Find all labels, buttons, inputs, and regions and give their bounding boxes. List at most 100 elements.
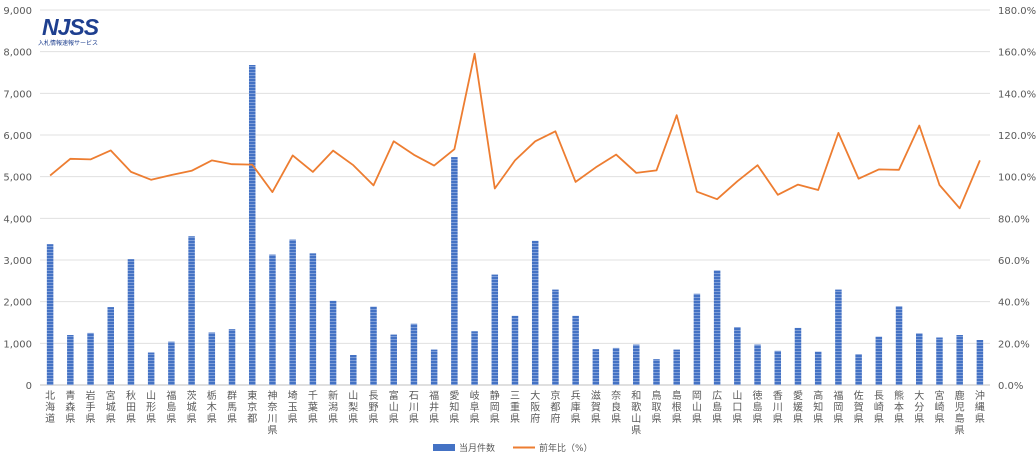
- x-tick-label: 熊本県: [894, 389, 904, 425]
- y-left-tick-label: 2,000: [3, 298, 32, 309]
- x-tick-label: 大分県: [914, 389, 924, 425]
- bar: [370, 306, 377, 385]
- bar: [390, 334, 397, 385]
- x-tick-label: 長野県: [369, 390, 379, 425]
- bar-series: [46, 65, 984, 385]
- y-left-tick-label: 1,000: [3, 339, 32, 350]
- y-left-tick-label: 8,000: [3, 48, 32, 59]
- y-right-tick-label: 120.0%: [998, 131, 1036, 142]
- x-tick-label: 愛媛県: [793, 389, 803, 425]
- x-tick-label: 岩手県: [86, 389, 96, 425]
- logo-text: NJSS: [42, 14, 99, 40]
- y-left-tick-label: 3,000: [3, 256, 32, 267]
- bar: [46, 244, 54, 385]
- bar: [329, 300, 337, 385]
- legend-line-label: 前年比（%）: [539, 442, 593, 454]
- bar: [127, 259, 135, 385]
- x-tick-label: 長崎県: [874, 390, 884, 425]
- y-left-tick-label: 7,000: [3, 89, 32, 100]
- bar: [471, 331, 478, 385]
- bar: [350, 355, 357, 385]
- x-tick-label: 東京都: [247, 389, 257, 425]
- x-tick-label: 鹿児島県: [955, 389, 965, 437]
- bar: [269, 254, 276, 385]
- y-right-tick-label: 140.0%: [998, 89, 1036, 100]
- bar: [956, 335, 963, 385]
- bar: [410, 323, 418, 385]
- bar: [592, 349, 600, 385]
- x-tick-label: 秋田県: [126, 389, 136, 425]
- legend: 当月件数 前年比（%）: [433, 442, 593, 454]
- gridlines: [40, 9, 990, 386]
- bar: [228, 329, 236, 385]
- bar: [531, 240, 539, 385]
- bar: [754, 344, 761, 385]
- brand-logo: NJSS 入札情報速報サービス: [38, 14, 118, 52]
- x-tick-label: 高知県: [813, 389, 823, 425]
- bar: [895, 306, 903, 385]
- bar: [734, 327, 741, 385]
- bar: [693, 293, 701, 385]
- x-tick-label: 静岡県: [490, 389, 500, 425]
- bar: [653, 359, 660, 385]
- bar: [208, 332, 216, 385]
- bar: [248, 65, 256, 385]
- bar: [774, 350, 782, 385]
- x-tick-label: 石川県: [409, 391, 419, 425]
- bar: [289, 239, 296, 385]
- bar: [916, 333, 923, 385]
- bar: [107, 307, 114, 385]
- x-tick-label: 千葉県: [308, 390, 318, 425]
- x-tick-label: 徳島県: [753, 389, 763, 425]
- x-tick-label: 和歌山県: [631, 390, 641, 437]
- x-tick-label: 宮城県: [106, 389, 116, 425]
- y-right-tick-label: 40.0%: [998, 298, 1030, 309]
- x-tick-label: 茨城県: [187, 389, 197, 425]
- x-tick-label: 神奈川県: [267, 389, 277, 437]
- bar: [572, 315, 579, 385]
- y-left-axis: 0 1,000 2,000 3,000 4,000 5,000 6,000 7,000 8,00…: [3, 6, 32, 392]
- x-tick-label: 兵庫県: [571, 389, 581, 425]
- logo-subtext: 入札情報速報サービス: [38, 40, 99, 47]
- bar: [430, 349, 438, 385]
- x-tick-label: 山梨県: [348, 390, 358, 425]
- x-tick-label: 沖縄県: [975, 389, 985, 425]
- y-left-tick-label: 4,000: [3, 214, 32, 225]
- x-tick-label: 鳥取県: [651, 389, 661, 425]
- bar: [511, 315, 519, 385]
- y-right-tick-label: 100.0%: [998, 173, 1036, 184]
- line-series: [49, 52, 981, 210]
- bar: [936, 337, 943, 385]
- x-tick-label: 宮崎県: [934, 389, 944, 425]
- x-tick-label: 三重県: [510, 391, 520, 425]
- bar: [67, 335, 74, 385]
- x-tick-label: 香川県: [773, 390, 783, 425]
- bar: [552, 289, 559, 385]
- bar: [673, 349, 680, 385]
- x-tick-label: 福島県: [166, 389, 176, 425]
- x-tick-label: 富山県: [389, 389, 399, 425]
- bar: [168, 341, 175, 385]
- y-left-tick-label: 9,000: [3, 6, 32, 17]
- bar: [147, 352, 155, 385]
- bar: [451, 157, 458, 385]
- legend-bar-label: 当月件数: [459, 442, 495, 454]
- x-tick-label: 京都府: [550, 389, 560, 425]
- x-tick-label: 島根県: [672, 389, 682, 425]
- y-right-tick-label: 160.0%: [998, 48, 1036, 59]
- bar: [612, 347, 620, 385]
- bar: [855, 354, 862, 385]
- x-tick-label: 佐賀県: [854, 390, 864, 425]
- y-left-tick-label: 0: [26, 381, 32, 392]
- x-tick-label: 北海道: [45, 390, 55, 425]
- x-tick-label: 山形県: [146, 390, 156, 425]
- bar: [835, 289, 842, 385]
- bar: [188, 236, 195, 385]
- bar: [976, 340, 984, 385]
- y-right-axis: 0.0% 20.0% 40.0% 60.0% 80.0% 100.0% 120.0% 140.…: [998, 6, 1036, 392]
- bar: [875, 336, 883, 385]
- y-left-tick-label: 5,000: [3, 173, 32, 184]
- y-right-tick-label: 0.0%: [998, 381, 1023, 392]
